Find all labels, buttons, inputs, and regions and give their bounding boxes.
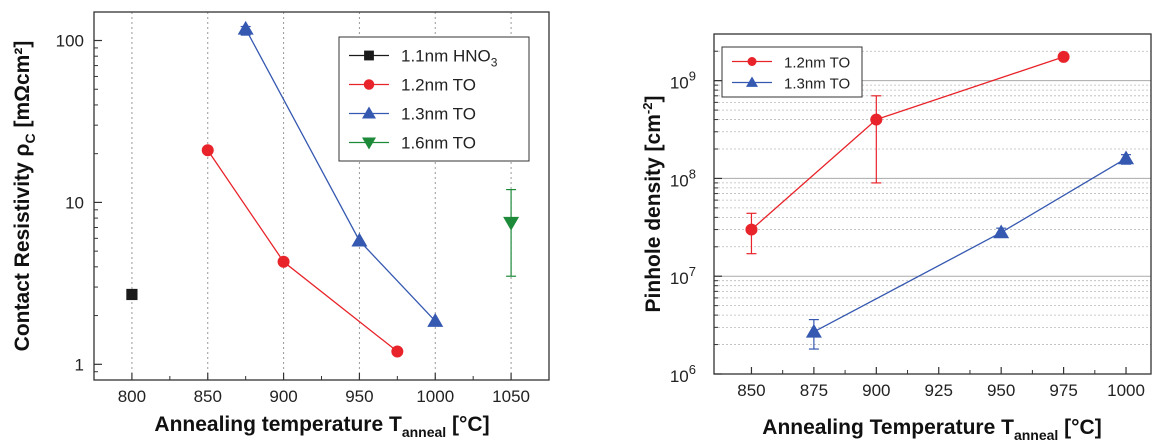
data-point [427,313,444,327]
legend-label: 1.2nm TO [401,76,476,95]
legend-label: 1.2nm TO [784,55,850,72]
axis-ticks: 800 850 900 950 1000 1050 1 10 100 [56,32,530,406]
x-tick-label: 1050 [492,387,530,406]
data-point [870,113,883,126]
y-tick-label: 10 [65,193,84,212]
legend-label: 1.6nm TO [401,134,476,153]
legend-marker [362,137,376,150]
data-point [237,20,254,35]
x-tick-label: 950 [345,387,373,406]
y-tick-label: 106 [670,362,696,386]
data-point [745,223,758,236]
data-point [201,144,214,157]
legend-marker [362,106,376,119]
x-tick-label: 1000 [416,387,454,406]
x-axis-label: Annealing temperature Tanneal [°C] [154,413,489,440]
x-tick-label: 850 [194,387,222,406]
legend-label: 1.1nm HNO3 [401,47,498,70]
x-tick-label: 900 [269,387,297,406]
y-tick-label: 108 [670,166,696,190]
legend-marker [747,57,757,66]
plot-data [126,20,520,358]
x-tick-label: 950 [987,381,1015,400]
y-axis-label: Contact Resistivity ρC [mΩcm²] [11,41,38,352]
y-tick-label: 109 [670,69,696,93]
x-axis-label: Annealing Temperature Tanneal [°C] [762,416,1101,441]
data-point [1057,50,1070,63]
data-point [126,288,138,301]
legend: 1.2nm TO 1.3nm TO [721,46,863,98]
x-tick-label: 875 [800,381,828,400]
data-point [351,232,368,247]
legend-box [721,46,863,98]
data-point [277,255,290,268]
data-point [391,345,404,358]
x-tick-label: 975 [1049,381,1077,400]
x-tick-label: 925 [925,381,953,400]
axis-ticks: 850 875 900 925 950 975 1000 106 107 108 109 [670,33,1145,400]
chart-pinhole-density: 850 875 900 925 950 975 1000 106 107 108 109 1.2nm… [640,33,1152,441]
chart-contact-resistivity: 800 850 900 950 1000 1050 1 10 100 1.1nm HNO3 1.2… [11,11,550,440]
data-point [503,216,520,231]
x-tick-label: 800 [118,387,146,406]
x-tick-label: 900 [862,381,890,400]
data-point [993,224,1010,239]
legend: 1.1nm HNO3 1.2nm TO 1.3nm TO 1.6nm TO [338,36,530,162]
data-point [805,323,822,338]
legend-marker [746,76,758,87]
legend-marker [364,50,374,61]
y-tick-label: 100 [56,32,84,51]
legend-marker [363,79,375,90]
x-tick-label: 850 [737,381,765,400]
data-point [1118,150,1135,165]
y-tick-label: 107 [670,264,696,288]
y-tick-label: 1 [75,355,84,374]
x-tick-label: 1000 [1107,381,1145,400]
legend-label: 1.3nm TO [401,105,476,124]
y-gridlines [714,33,1151,375]
y-axis-label: Pinhole density [cm-2] [640,96,665,313]
plot-frame [713,33,1152,375]
legend-label: 1.3nm TO [784,76,850,93]
plot-data [745,50,1135,350]
